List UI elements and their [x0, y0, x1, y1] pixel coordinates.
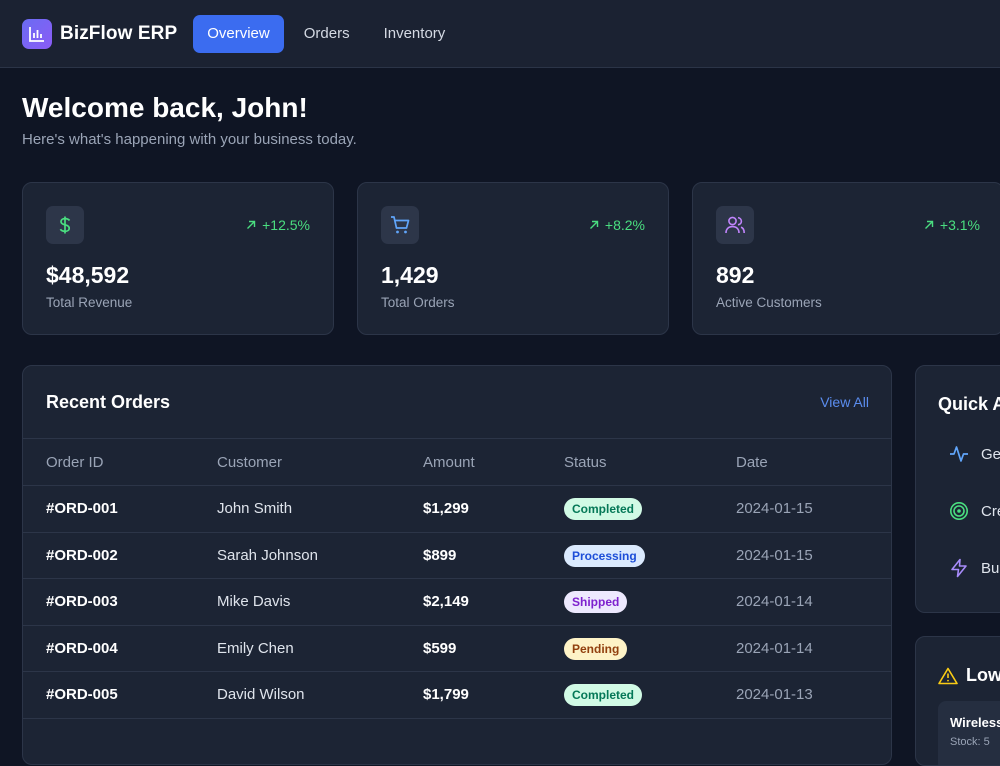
app-name: BizFlow ERP — [60, 22, 178, 44]
order-amount: $2,149 — [423, 593, 469, 610]
quick-action-item[interactable]: Bul — [949, 558, 1000, 578]
panel-header: Recent Orders View All — [23, 366, 891, 439]
column-header-amount: Amount — [423, 454, 475, 471]
stat-label: Active Customers — [716, 295, 822, 310]
top-navigation-bar: BizFlow ERP Overview Orders Inventory — [0, 0, 1000, 68]
order-amount: $1,299 — [423, 500, 469, 517]
nav-tab-orders[interactable]: Orders — [303, 25, 350, 42]
low-stock-panel: Low Wireless Stock: 5 — [915, 636, 1000, 766]
status-badge: Completed — [564, 684, 643, 706]
welcome-section: Welcome back, John! Here's what's happen… — [22, 68, 1000, 148]
order-date: 2024-01-14 — [736, 639, 813, 657]
order-date: 2024-01-15 — [736, 500, 813, 517]
warning-icon — [938, 667, 958, 684]
order-date: 2024-01-13 — [736, 686, 813, 703]
table-row[interactable]: #ORD-002 Sarah Johnson $899 Processing 2… — [23, 533, 891, 579]
quick-actions-panel: Quick A Ge Cre Bul — [915, 365, 1000, 613]
order-id: #ORD-005 — [46, 686, 118, 703]
column-header-order-id: Order ID — [46, 454, 104, 471]
stat-card-revenue: +12.5% $48,592 Total Revenue — [22, 182, 334, 335]
users-icon — [716, 206, 754, 244]
order-amount: $899 — [423, 546, 457, 564]
table-row[interactable]: #ORD-005 David Wilson $1,799 Completed 2… — [23, 672, 891, 719]
column-header-status: Status — [564, 454, 607, 471]
bar-chart-icon — [22, 18, 52, 49]
order-date: 2024-01-15 — [736, 546, 813, 564]
stat-change-value: +8.2% — [604, 217, 645, 233]
table-row[interactable]: #ORD-001 John Smith $1,299 Completed 202… — [23, 486, 891, 533]
arrow-up-right-icon — [924, 220, 934, 229]
quick-action-label: Bul — [981, 559, 1000, 577]
status-badge: Completed — [564, 498, 643, 520]
arrow-up-right-icon — [589, 220, 599, 229]
quick-action-label: Cre — [981, 502, 1000, 520]
low-stock-item[interactable]: Wireless Stock: 5 — [938, 701, 1000, 765]
customer-name: Mike Davis — [217, 593, 291, 610]
page-title: Welcome back, John! — [22, 92, 308, 123]
stat-card-orders: +8.2% 1,429 Total Orders — [357, 182, 669, 335]
panel-title-row: Low — [938, 665, 1000, 686]
customer-name: Emily Chen — [217, 639, 294, 657]
stat-label: Total Revenue — [46, 295, 133, 310]
customer-name: Sarah Johnson — [217, 546, 318, 564]
stock-count: Stock: 5 — [950, 736, 990, 748]
table-header: Order ID Customer Amount Status Date — [23, 439, 891, 486]
recent-orders-panel: Recent Orders View All Order ID Customer… — [22, 365, 892, 765]
quick-action-item[interactable]: Cre — [949, 501, 1000, 521]
panel-title: Quick A — [938, 394, 1000, 414]
activity-icon — [950, 446, 968, 462]
stat-value: 1,429 — [381, 262, 439, 288]
stat-value: $48,592 — [46, 262, 130, 288]
lightning-icon — [951, 558, 967, 578]
page-subtitle: Here's what's happening with your busine… — [22, 131, 357, 148]
order-id: #ORD-002 — [46, 546, 118, 564]
table-row[interactable]: #ORD-004 Emily Chen $599 Pending 2024-01… — [23, 626, 891, 672]
panel-title: Low — [966, 665, 1000, 685]
dollar-icon — [46, 206, 84, 244]
order-date: 2024-01-14 — [736, 593, 813, 610]
trend-up-badge: +12.5% — [246, 217, 310, 233]
arrow-up-right-icon — [247, 220, 256, 229]
view-all-link[interactable]: View All — [820, 394, 869, 410]
cart-icon — [381, 206, 419, 244]
order-amount: $1,799 — [423, 686, 469, 703]
trend-up-badge: +8.2% — [589, 217, 645, 233]
product-name: Wireless — [950, 715, 1000, 730]
stat-change-value: +12.5% — [262, 217, 310, 233]
nav-tab-overview[interactable]: Overview — [193, 14, 284, 53]
trend-up-badge: +3.1% — [924, 217, 980, 233]
stat-card-customers: +3.1% 892 Active Customers — [692, 182, 1000, 335]
stat-label: Total Orders — [381, 295, 455, 310]
order-id: #ORD-001 — [46, 500, 118, 517]
customer-name: David Wilson — [217, 686, 305, 703]
order-amount: $599 — [423, 639, 457, 657]
status-badge: Pending — [564, 637, 628, 660]
status-badge: Shipped — [564, 591, 628, 613]
status-badge: Processing — [564, 544, 645, 567]
quick-action-item[interactable]: Ge — [949, 444, 1000, 464]
stat-change-value: +3.1% — [939, 217, 980, 233]
column-header-customer: Customer — [217, 454, 283, 471]
quick-action-label: Ge — [981, 445, 1000, 463]
column-header-date: Date — [736, 454, 768, 471]
panel-title: Recent Orders — [46, 391, 171, 412]
order-id: #ORD-004 — [46, 639, 118, 657]
customer-name: John Smith — [217, 500, 293, 517]
table-row[interactable]: #ORD-003 Mike Davis $2,149 Shipped 2024-… — [23, 579, 891, 626]
order-id: #ORD-003 — [46, 593, 118, 610]
nav-tab-inventory[interactable]: Inventory — [383, 25, 446, 42]
stat-value: 892 — [716, 262, 755, 288]
target-icon — [950, 502, 968, 520]
